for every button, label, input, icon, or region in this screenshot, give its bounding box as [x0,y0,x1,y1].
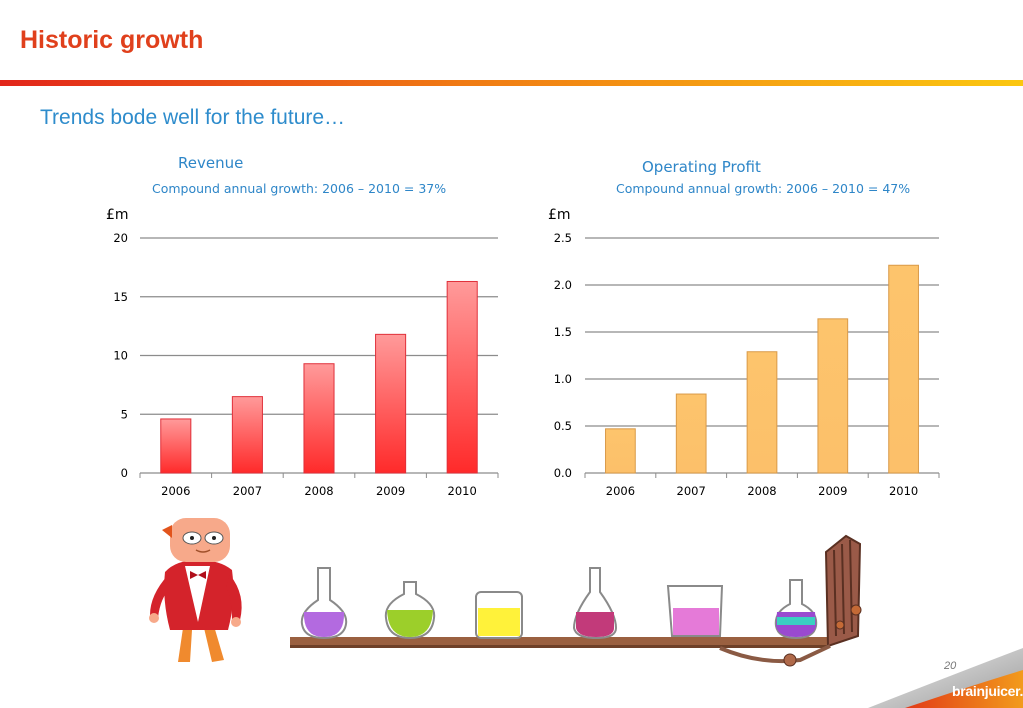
profit-y-tick-label: 0.5 [554,419,572,433]
profit-y-tick-label: 1.5 [554,325,572,339]
page-number: 20 [944,660,957,672]
header-divider [0,80,1023,86]
revenue-bar-2007 [231,396,263,474]
profit-bar-2008 [746,351,778,474]
shelf [290,637,830,647]
flask-purple [300,567,348,640]
revenue-y-tick-label: 10 [113,349,128,363]
revenue-x-tick-label: 2010 [448,484,477,498]
brainjuicer-logo: brainjuicer. [952,683,1023,699]
revenue-y-tick-label: 5 [121,407,128,421]
jar-yellow [475,591,523,639]
revenue-bar-2008 [303,363,335,474]
profit-bar-2010 [888,264,919,474]
flask-teal [774,579,818,640]
slide-title: Historic growth [20,26,204,54]
revenue-bar-2010 [446,280,478,474]
revenue-bar-2006 [160,418,192,474]
beaker-pink [666,585,724,637]
mechanical-arm [719,534,862,667]
profit-y-tick-label: 0.0 [554,466,572,480]
revenue-chart-title: Revenue [178,154,244,172]
profit-chart-title: Operating Profit [642,158,761,176]
profit-bar-2007 [675,393,707,474]
revenue-unit-label: £m [106,207,129,223]
revenue-x-tick-label: 2009 [376,484,405,498]
revenue-y-tick-label: 0 [121,466,128,480]
profit-x-tick-label: 2009 [818,484,847,498]
profit-x-tick-label: 2007 [677,484,706,498]
profit-chart-subtitle: Compound annual growth: 2006 – 2010 = 47… [616,181,911,196]
profit-y-tick-label: 2.0 [554,278,572,292]
profit-y-tick-label: 2.5 [554,231,572,245]
profit-y-tick-label: 1.0 [554,372,572,386]
revenue-y-tick-label: 15 [113,290,128,304]
revenue-bar-2009 [375,333,407,474]
profit-unit-label: £m [548,207,571,223]
profit-bar-2009 [817,318,849,474]
profit-x-tick-label: 2010 [889,484,918,498]
flask-magenta [572,567,618,640]
profit-x-tick-label: 2006 [606,484,635,498]
slide-subtitle: Trends bode well for the future… [40,106,346,129]
flask-green [384,581,436,640]
revenue-x-tick-label: 2008 [304,484,333,498]
revenue-x-tick-label: 2006 [161,484,190,498]
profit-bar-2006 [605,428,636,474]
revenue-x-tick-label: 2007 [233,484,262,498]
revenue-chart-subtitle: Compound annual growth: 2006 – 2010 = 37… [152,181,447,196]
corner-band [905,670,1023,708]
profit-x-tick-label: 2008 [747,484,776,498]
professor-character [149,518,242,662]
revenue-y-tick-label: 20 [113,231,128,245]
